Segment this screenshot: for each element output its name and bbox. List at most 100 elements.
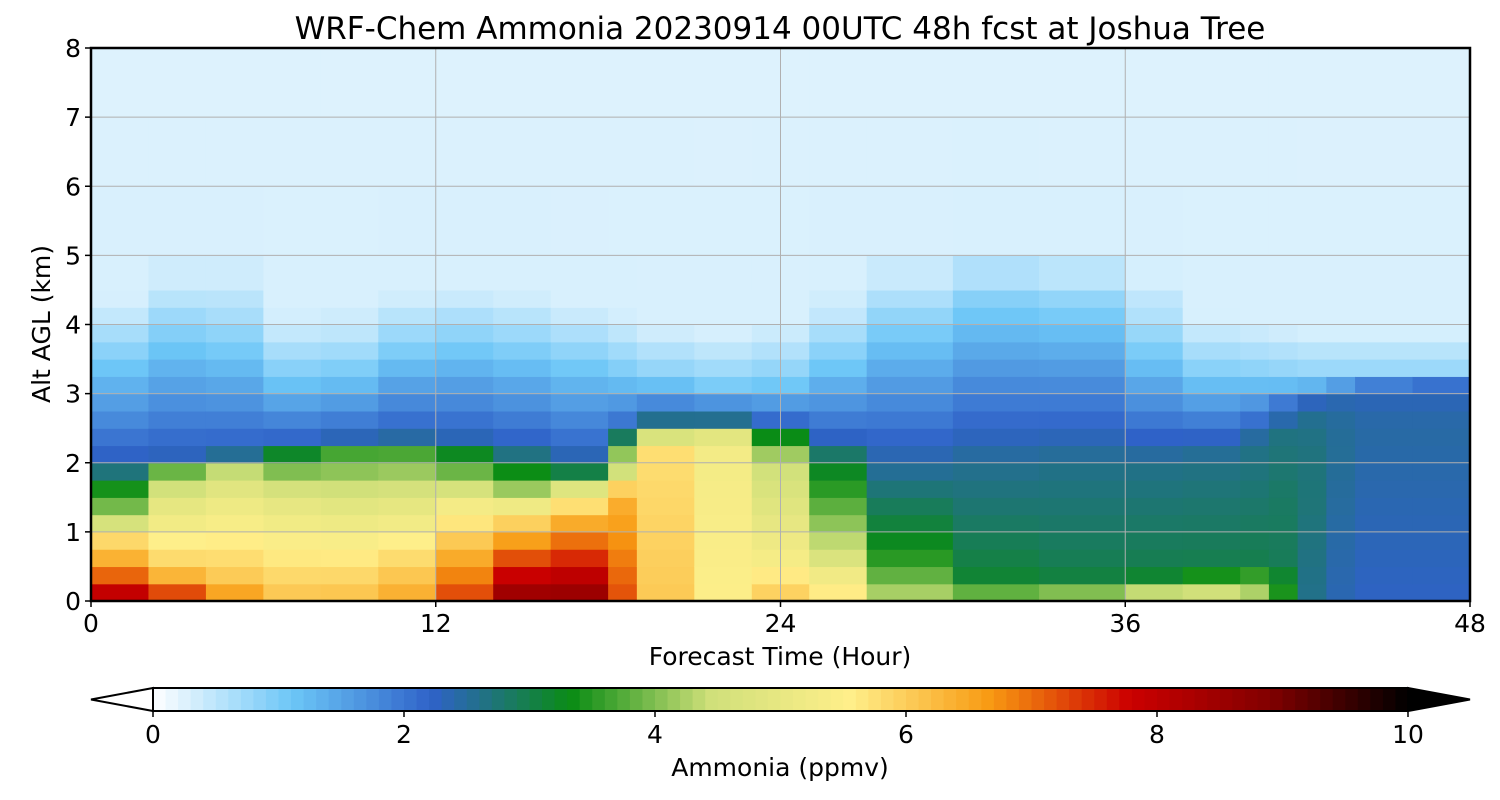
heatmap-cell	[1182, 117, 1241, 187]
heatmap-cell	[263, 583, 322, 602]
chart-title: WRF-Chem Ammonia 20230914 00UTC 48h fcst…	[295, 11, 1266, 47]
heatmap-cell	[1182, 462, 1241, 481]
heatmap-cell	[263, 255, 322, 291]
colorbar-segment	[203, 688, 217, 711]
heatmap-cell	[1182, 480, 1241, 498]
heatmap-cell	[608, 359, 638, 377]
heatmap-cell	[493, 462, 552, 481]
heatmap-cell	[550, 48, 609, 118]
heatmap-cell	[1125, 583, 1184, 602]
colorbar-segment	[1194, 688, 1208, 711]
heatmap-cell	[1355, 307, 1414, 326]
colorbar-segment	[880, 688, 894, 711]
heatmap-cell	[1297, 531, 1327, 550]
colorbar-segment	[629, 688, 643, 711]
heatmap-cell	[378, 462, 437, 481]
heatmap-cell	[1268, 428, 1299, 447]
colorbar-segment	[780, 688, 794, 711]
heatmap-cell	[1412, 549, 1471, 568]
heatmap-cell	[435, 497, 494, 516]
heatmap-cell	[1125, 566, 1184, 585]
heatmap-cell	[91, 445, 150, 464]
grid-layer	[90, 47, 1471, 602]
heatmap-cell	[809, 531, 868, 550]
heatmap-cell	[1240, 359, 1270, 377]
heatmap-cell	[809, 48, 868, 118]
heatmap-cell	[866, 376, 954, 395]
colorbar-segment	[755, 688, 769, 711]
heatmap-cell	[435, 393, 494, 412]
heatmap-cell	[636, 480, 695, 498]
heatmap-cell	[550, 341, 609, 360]
colorbar-segment	[504, 688, 518, 711]
colorbar-segment	[893, 688, 907, 711]
heatmap-cell	[1412, 324, 1471, 343]
heatmap-cell	[1039, 410, 1126, 429]
heatmap-cell	[1412, 289, 1471, 308]
heatmap-cell	[378, 359, 437, 377]
heatmap-cell	[1182, 341, 1241, 360]
heatmap-cell	[550, 428, 609, 447]
heatmap-cell	[91, 117, 150, 187]
colorbar-segment	[1207, 688, 1221, 711]
colorbar-tick-label: 10	[1392, 720, 1424, 749]
heatmap-cell	[809, 186, 868, 256]
heatmap-cell	[320, 117, 379, 187]
heatmap-cell	[1297, 117, 1327, 187]
colorbar-segment	[1332, 688, 1346, 711]
y-tick-label: 1	[65, 518, 81, 547]
x-tick-label: 24	[765, 609, 797, 638]
heatmap-cell	[1355, 324, 1414, 343]
heatmap-cell	[1125, 341, 1184, 360]
colorbar-segment	[441, 688, 455, 711]
heatmap-cell	[435, 566, 494, 585]
heatmap-cell	[1039, 117, 1126, 187]
heatmap-cell	[91, 341, 150, 360]
heatmap-cell	[694, 359, 753, 377]
heatmap-cell	[91, 48, 150, 118]
heatmap-cell	[1039, 341, 1126, 360]
colorbar-segment	[1069, 688, 1083, 711]
heatmap-cell	[205, 307, 264, 326]
heatmap-cell	[694, 48, 753, 118]
colorbar-tick-layer: 0 2 4 6 8 10	[145, 711, 1424, 749]
heatmap-cell	[694, 566, 753, 585]
colorbar-segment	[1106, 688, 1120, 711]
heatmap-cell	[91, 324, 150, 343]
heatmap-cell	[435, 324, 494, 343]
colorbar-segment	[1131, 688, 1145, 711]
heatmap-cell	[866, 480, 954, 498]
heatmap-cell	[809, 307, 868, 326]
heatmap-cell	[550, 445, 609, 464]
heatmap-cell	[320, 324, 379, 343]
heatmap-cell	[263, 393, 322, 412]
heatmap-cell	[1412, 583, 1471, 602]
colorbar-segment	[1307, 688, 1321, 711]
heatmap-cell	[320, 445, 379, 464]
heatmap-cell	[320, 341, 379, 360]
heatmap-cell	[608, 583, 638, 602]
heatmap-cell	[1268, 255, 1299, 291]
x-tick-label: 48	[1454, 609, 1486, 638]
heatmap-cell	[636, 376, 695, 395]
colorbar-segment	[705, 688, 719, 711]
heatmap-cell	[205, 514, 264, 533]
heatmap-cell	[952, 289, 1040, 308]
heatmap-cell	[91, 566, 150, 585]
heatmap-cell	[1039, 462, 1126, 481]
heatmap-cell	[608, 117, 638, 187]
heatmap-cell	[1412, 445, 1471, 464]
heatmap-cell	[866, 410, 954, 429]
heatmap-cell	[1182, 307, 1241, 326]
heatmap-cell	[148, 117, 207, 187]
heatmap-cell	[1039, 255, 1126, 291]
colorbar-segment	[1257, 688, 1271, 711]
heatmap-cell	[636, 410, 695, 429]
heatmap-cell	[636, 359, 695, 377]
heatmap-cell	[1182, 359, 1241, 377]
heatmap-cell	[550, 410, 609, 429]
heatmap-cell	[1268, 289, 1299, 308]
colorbar-segment	[416, 688, 430, 711]
heatmap-cell	[608, 445, 638, 464]
